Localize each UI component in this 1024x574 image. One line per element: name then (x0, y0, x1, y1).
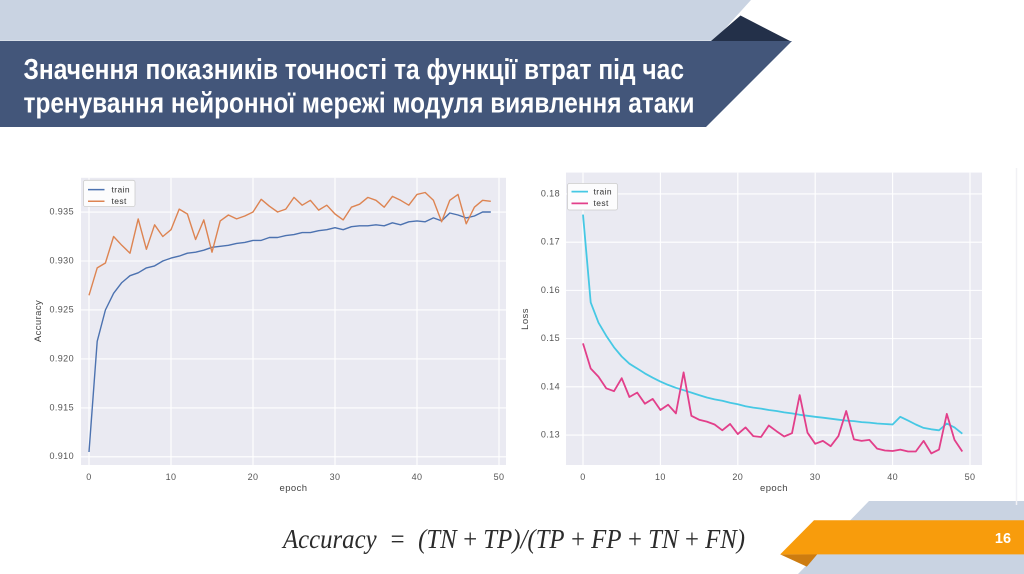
svg-text:50: 50 (494, 472, 505, 482)
svg-text:test: test (594, 198, 610, 208)
svg-text:10: 10 (166, 472, 177, 482)
svg-text:0.15: 0.15 (541, 333, 560, 343)
svg-text:0: 0 (580, 472, 585, 482)
svg-text:train: train (112, 184, 131, 194)
svg-text:0.930: 0.930 (49, 255, 74, 265)
svg-text:0.935: 0.935 (49, 207, 74, 217)
svg-text:30: 30 (330, 472, 341, 482)
svg-text:0.13: 0.13 (541, 430, 560, 440)
svg-text:Loss: Loss (520, 308, 531, 330)
svg-text:0: 0 (86, 472, 91, 482)
svg-text:10: 10 (655, 472, 666, 482)
svg-text:40: 40 (887, 472, 898, 482)
svg-text:20: 20 (248, 472, 259, 482)
svg-text:50: 50 (965, 472, 976, 482)
svg-text:Accuracy: Accuracy (33, 300, 44, 342)
svg-text:30: 30 (810, 472, 821, 482)
svg-text:0.16: 0.16 (541, 285, 560, 295)
svg-text:0.915: 0.915 (49, 402, 74, 412)
svg-text:тренування нейронної мережі мо: тренування нейронної мережі модуля виявл… (24, 88, 695, 120)
svg-text:epoch: epoch (280, 483, 308, 494)
svg-text:0.910: 0.910 (49, 451, 74, 461)
svg-text:test: test (112, 196, 128, 206)
svg-text:train: train (594, 186, 613, 196)
svg-text:0.14: 0.14 (541, 381, 560, 391)
svg-text:0.925: 0.925 (49, 304, 74, 314)
svg-text:20: 20 (732, 472, 743, 482)
svg-text:0.17: 0.17 (541, 237, 560, 247)
svg-text:epoch: epoch (760, 483, 788, 494)
svg-text:Accuracy = (TN + TP)/(TP + FP: Accuracy = (TN + TP)/(TP + FP + TN + FN) (281, 523, 745, 554)
svg-text:40: 40 (412, 472, 423, 482)
svg-text:0.18: 0.18 (541, 188, 560, 198)
svg-text:0.920: 0.920 (49, 353, 74, 363)
svg-text:16: 16 (995, 531, 1011, 547)
svg-text:Значення показників точності т: Значення показників точності та функції … (24, 54, 685, 86)
